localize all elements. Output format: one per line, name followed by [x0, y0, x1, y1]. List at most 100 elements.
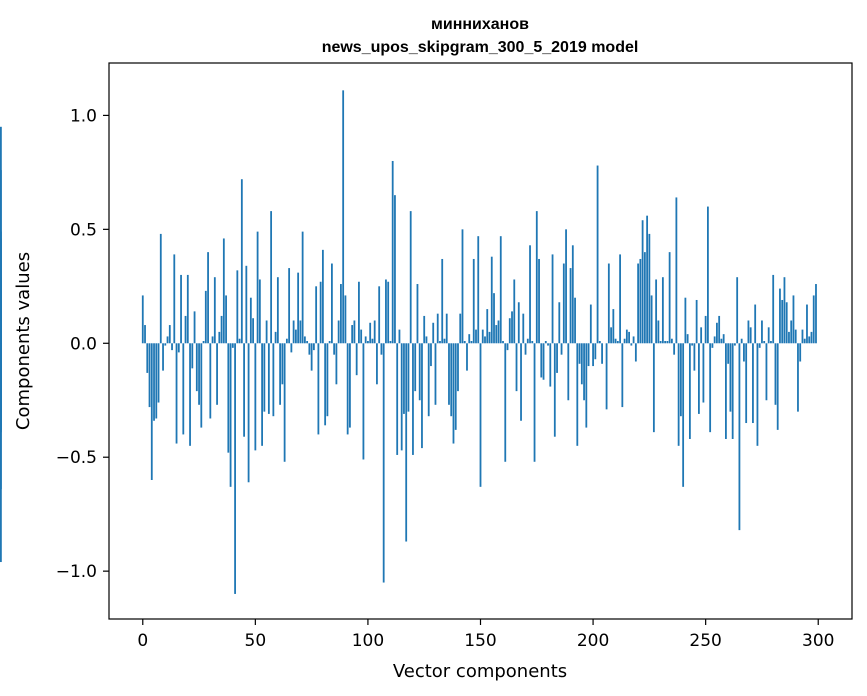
bar	[457, 343, 459, 392]
bar	[238, 338, 241, 344]
bar	[389, 341, 392, 344]
bar	[0, 320, 2, 344]
x-tick-label: 200	[577, 631, 609, 651]
bar	[504, 343, 507, 462]
bar	[594, 343, 597, 360]
bar	[803, 338, 806, 344]
bar	[808, 336, 811, 344]
bar	[628, 331, 630, 344]
bar	[810, 331, 813, 344]
bar	[186, 274, 189, 344]
bar	[294, 329, 297, 344]
bar	[652, 343, 655, 433]
bar	[430, 343, 432, 367]
bar	[506, 343, 509, 351]
bar	[202, 341, 205, 344]
bar	[664, 341, 667, 344]
bar	[274, 331, 277, 344]
bar	[601, 343, 603, 364]
bar	[686, 334, 689, 344]
bar	[718, 315, 721, 344]
bar	[285, 338, 288, 344]
y-tick-label: −1.0	[56, 562, 97, 582]
bar	[171, 343, 173, 351]
bar	[801, 329, 804, 344]
bar	[400, 343, 403, 451]
bar	[369, 322, 372, 344]
bar	[184, 315, 187, 344]
bar	[310, 343, 313, 371]
bar	[655, 279, 658, 344]
bar	[630, 343, 633, 346]
x-tick-label: 300	[802, 631, 834, 651]
bar	[529, 245, 531, 344]
chart-subtitle: news_upos_skipgram_300_5_2019 model	[322, 39, 639, 56]
bar	[162, 343, 164, 371]
bar	[362, 343, 365, 460]
bar	[729, 343, 732, 412]
bar	[331, 263, 333, 344]
bar	[229, 343, 232, 487]
bar	[439, 341, 441, 344]
bar	[517, 302, 520, 344]
bar	[576, 343, 579, 446]
x-axis-label: Vector components	[393, 661, 567, 682]
bar	[301, 231, 304, 344]
bar	[367, 341, 369, 344]
bar	[761, 320, 763, 344]
y-axis: −1.0 −0.5 0.0 0.5 1.0	[56, 106, 109, 582]
bar	[414, 343, 417, 392]
bar	[709, 343, 712, 433]
bar	[812, 295, 815, 344]
bar	[475, 329, 477, 344]
bar	[432, 322, 435, 344]
bar	[466, 343, 468, 371]
bar	[231, 343, 234, 348]
bar	[779, 288, 781, 344]
bar	[693, 343, 696, 371]
bar	[659, 341, 662, 344]
bar	[558, 302, 561, 344]
bar	[315, 286, 318, 344]
bar	[441, 258, 444, 344]
bar	[776, 343, 779, 430]
bar	[216, 343, 218, 405]
bar	[666, 341, 669, 344]
bar	[0, 297, 2, 344]
bar	[445, 313, 448, 344]
bar	[668, 252, 671, 344]
bar	[452, 343, 455, 444]
bar	[799, 343, 802, 362]
bar	[141, 295, 144, 344]
bar	[499, 236, 502, 344]
bar	[153, 343, 155, 421]
bar	[720, 338, 723, 344]
bar	[700, 327, 703, 344]
bar	[607, 263, 610, 344]
bar	[191, 343, 194, 369]
bar	[634, 343, 637, 362]
bar	[371, 338, 374, 344]
x-tick-label: 50	[245, 631, 267, 651]
bar	[243, 343, 245, 437]
bar	[583, 343, 585, 401]
bar	[623, 338, 626, 344]
bar	[585, 343, 588, 428]
bar	[641, 220, 644, 344]
bar	[148, 343, 151, 408]
bar	[425, 336, 428, 344]
bar	[355, 343, 358, 376]
bar	[297, 272, 300, 344]
bar	[736, 277, 739, 344]
chart-title: минниханов	[431, 16, 529, 33]
bar	[752, 343, 754, 424]
bar	[159, 233, 162, 344]
bar	[308, 343, 311, 355]
bar	[166, 336, 169, 344]
bar	[396, 343, 399, 455]
bar	[468, 334, 471, 344]
bar	[157, 343, 160, 403]
bar	[533, 343, 536, 462]
bar	[646, 215, 649, 344]
bar	[691, 343, 694, 346]
